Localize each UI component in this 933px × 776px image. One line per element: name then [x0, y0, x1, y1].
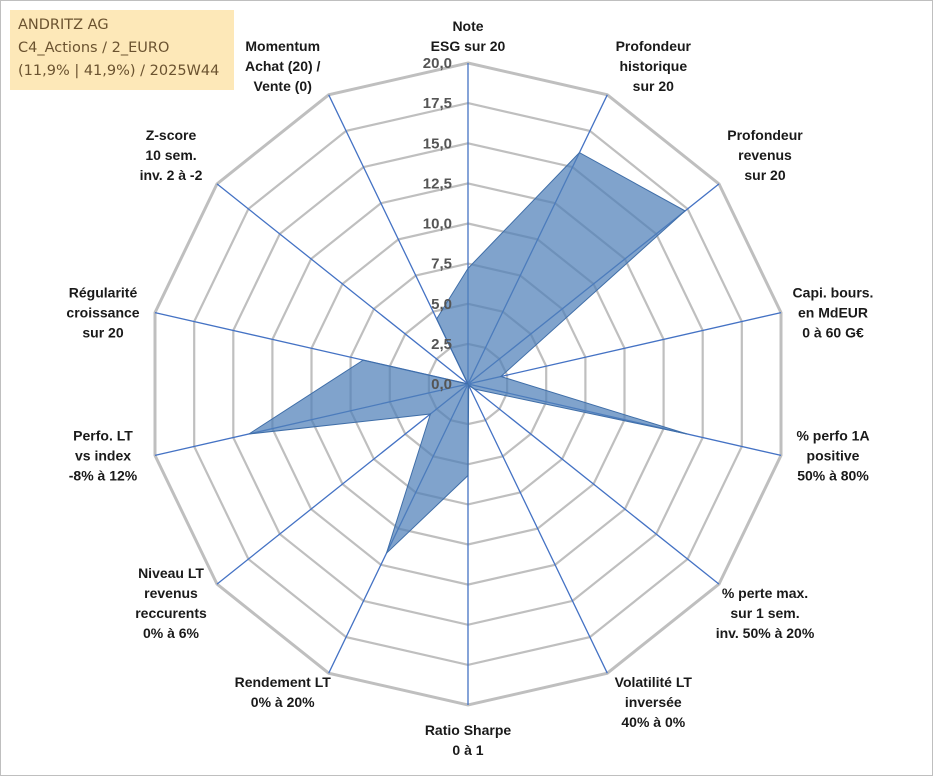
- axis-label-line: sur 20: [633, 78, 674, 94]
- axis-label: % perfo 1A positive 50% à 80%: [796, 427, 869, 483]
- axis-label-line: positive: [807, 447, 860, 463]
- axis-label: Z-score 10 sem. inv. 2 à -2: [140, 127, 203, 183]
- axis-label: Rendement LT 0% à 20%: [235, 674, 332, 710]
- company-name: ANDRITZ AG: [18, 17, 109, 33]
- axis-label-line: Rendement LT: [235, 674, 332, 690]
- axis-label-line: historique: [619, 58, 687, 74]
- axis-label-line: Profondeur: [727, 127, 803, 143]
- stats-period: (11,9% | 41,9%) / 2025W44: [18, 63, 220, 79]
- axis-label-line: inversée: [625, 694, 682, 710]
- tick-label: 15,0: [423, 135, 452, 152]
- axis-label: Perfo. LT vs index -8% à 12%: [69, 427, 138, 483]
- axis-label: Profondeur historique sur 20: [616, 38, 692, 94]
- tick-label: 0,0: [431, 376, 452, 393]
- axis-label-line: ESG sur 20: [431, 38, 506, 54]
- axis-label-line: % perte max.: [722, 585, 808, 601]
- axis-label-line: sur 20: [82, 325, 123, 341]
- axis-label-line: 0% à 6%: [143, 625, 200, 641]
- axis-label-line: revenus: [738, 147, 792, 163]
- axis-label-line: Z-score: [146, 127, 197, 143]
- axis-label-line: Note: [452, 18, 483, 34]
- axis-spoke: [216, 183, 469, 385]
- axis-label-line: en MdEUR: [798, 305, 868, 321]
- series: [248, 151, 688, 554]
- info-box: ANDRITZ AG C4_Actions / 2_EURO (11,9% | …: [10, 10, 234, 90]
- axis-label-line: Momentum: [245, 38, 320, 54]
- axis-label: Régularité croissance sur 20: [66, 285, 139, 341]
- axis-label-line: sur 1 sem.: [730, 605, 799, 621]
- axis-label-line: vs index: [75, 447, 131, 463]
- axis-label-line: reccurents: [135, 605, 207, 621]
- axis-spoke: [467, 383, 608, 674]
- axis-spoke: [467, 383, 720, 585]
- axis-label-line: 0 à 60 G€: [802, 325, 864, 341]
- axis-label-line: inv. 50% à 20%: [716, 625, 815, 641]
- axis-label-line: % perfo 1A: [796, 427, 869, 443]
- axis-labels: Note ESG sur 20 Profondeur historique sur 20…: [66, 18, 873, 758]
- axis-label-line: sur 20: [744, 167, 785, 183]
- tick-labels: 0,0 2,5 5,0 7,5 10,0 12,5 15,0 17,5 20,0: [423, 55, 452, 393]
- axis-label: Ratio Sharpe 0 à 1: [425, 722, 512, 758]
- axis-label: Niveau LT revenus reccurents 0% à 6%: [135, 565, 207, 641]
- axis-label: % perte max. sur 1 sem. inv. 50% à 20%: [716, 585, 815, 641]
- axis-label: Momentum Achat (20) / Vente (0): [245, 38, 321, 94]
- axis-label-line: Niveau LT: [138, 565, 204, 581]
- tick-label: 2,5: [431, 336, 452, 353]
- axis-label-line: Régularité: [69, 285, 138, 301]
- tick-label: 17,5: [423, 95, 452, 112]
- axis-label-line: Vente (0): [254, 78, 312, 94]
- tick-label: 12,5: [423, 175, 452, 192]
- tick-label: 5,0: [431, 296, 452, 313]
- axis-spoke: [216, 383, 469, 585]
- axis-label-line: Perfo. LT: [73, 427, 133, 443]
- axis-label-line: Profondeur: [616, 38, 692, 54]
- axis-label-line: Achat (20) /: [245, 58, 321, 74]
- axis-label: Capi. bours. en MdEUR 0 à 60 G€: [793, 285, 874, 341]
- tick-label: 7,5: [431, 256, 452, 273]
- axis-label-line: Volatilité LT: [615, 674, 693, 690]
- axis-label: Volatilité LT inversée 40% à 0%: [615, 674, 693, 730]
- axis-label-line: 40% à 0%: [621, 714, 685, 730]
- axis-label-line: Ratio Sharpe: [425, 722, 512, 738]
- axis-label-line: 0 à 1: [452, 742, 483, 758]
- axis-label: Note ESG sur 20: [431, 18, 506, 54]
- axis-label-line: -8% à 12%: [69, 467, 138, 483]
- axis-label-line: inv. 2 à -2: [140, 167, 203, 183]
- axis-label-line: 10 sem.: [145, 147, 196, 163]
- tick-label: 20,0: [423, 55, 452, 72]
- axis-label-line: revenus: [144, 585, 198, 601]
- axis-label-line: croissance: [66, 305, 139, 321]
- axis-spoke: [467, 311, 782, 385]
- category: C4_Actions / 2_EURO: [18, 40, 170, 56]
- axis-label: Profondeur revenus sur 20: [727, 127, 803, 183]
- axis-label-line: 50% à 80%: [797, 467, 869, 483]
- axis-label-line: 0% à 20%: [251, 694, 315, 710]
- tick-label: 10,0: [423, 216, 452, 233]
- axis-label-line: Capi. bours.: [793, 285, 874, 301]
